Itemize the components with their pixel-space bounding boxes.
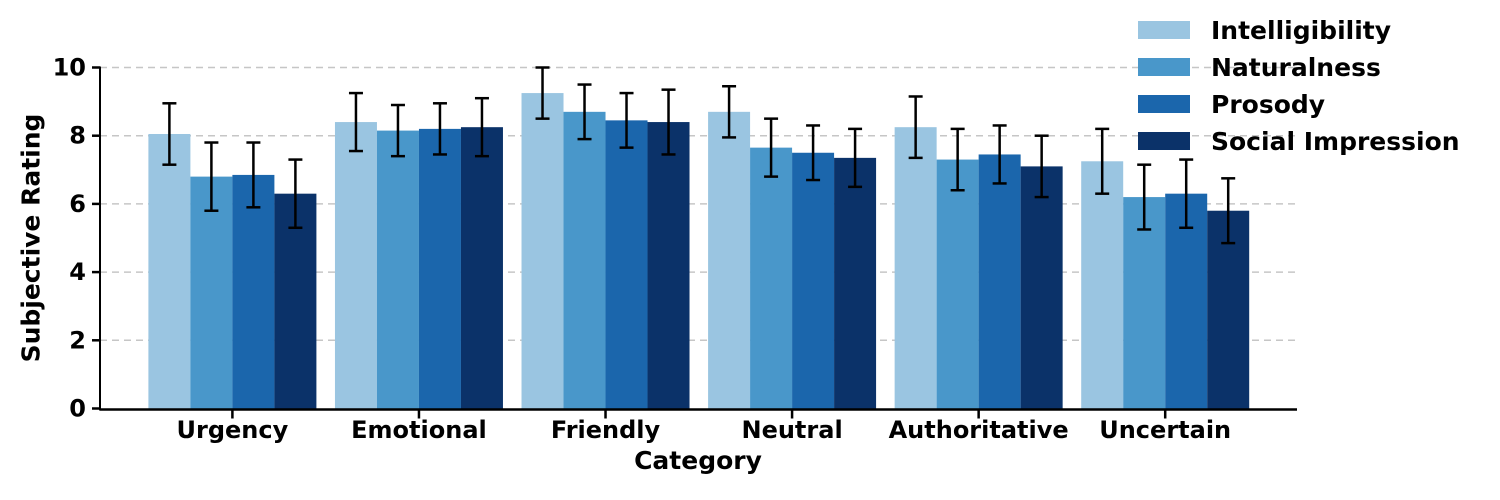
- y-tick-label-10: 10: [53, 54, 86, 82]
- legend-swatch-social-impression: [1138, 132, 1190, 150]
- bar-prosody-uncertain: [1165, 193, 1208, 409]
- x-tick-label-urgency: Urgency: [177, 416, 289, 444]
- legend-swatch-naturalness: [1138, 58, 1190, 76]
- x-axis-title: Category: [634, 446, 762, 475]
- legend-item-intelligibility: Intelligibility: [1138, 15, 1460, 45]
- bar-prosody-urgency: [232, 174, 275, 409]
- x-tick-label-authoritative: Authoritative: [889, 416, 1069, 444]
- bar-social-impression-authoritative: [1020, 166, 1063, 409]
- bar-social-impression-friendly: [647, 122, 690, 409]
- legend-label-intelligibility: Intelligibility: [1211, 15, 1392, 45]
- x-tick-label-emotional: Emotional: [351, 416, 487, 444]
- legend-item-naturalness: Naturalness: [1138, 52, 1460, 82]
- bar-social-impression-urgency: [274, 193, 317, 409]
- y-tick-label-2: 2: [69, 326, 86, 354]
- x-tick-label-neutral: Neutral: [741, 416, 842, 444]
- bar-prosody-neutral: [792, 152, 835, 409]
- bar-naturalness-authoritative: [936, 159, 979, 409]
- y-tick-label-4: 4: [69, 258, 86, 286]
- legend: Intelligibility Naturalness Prosody Social …: [1138, 15, 1460, 156]
- bar-intelligibility-friendly: [521, 93, 564, 409]
- x-tick-label-friendly: Friendly: [551, 416, 661, 444]
- y-tick-label-6: 6: [69, 190, 86, 218]
- x-tick-label-uncertain: Uncertain: [1099, 416, 1231, 444]
- bar-prosody-friendly: [605, 120, 648, 409]
- bar-naturalness-neutral: [750, 147, 793, 409]
- legend-item-social-impression: Social Impression: [1138, 126, 1460, 156]
- bar-naturalness-uncertain: [1123, 197, 1166, 409]
- bar-naturalness-emotional: [376, 130, 419, 409]
- bar-naturalness-urgency: [190, 176, 233, 409]
- bar-social-impression-neutral: [834, 157, 877, 409]
- bar-intelligibility-authoritative: [894, 127, 937, 409]
- legend-label-prosody: Prosody: [1211, 89, 1326, 119]
- bar-intelligibility-uncertain: [1081, 161, 1124, 409]
- bar-intelligibility-emotional: [334, 122, 377, 409]
- legend-label-social-impression: Social Impression: [1211, 126, 1460, 156]
- y-axis-title: Subjective Rating: [16, 113, 46, 363]
- bar-prosody-emotional: [418, 128, 461, 409]
- bar-social-impression-emotional: [460, 127, 503, 409]
- legend-item-prosody: Prosody: [1138, 89, 1460, 119]
- bar-prosody-authoritative: [978, 154, 1021, 409]
- bar-intelligibility-neutral: [708, 111, 751, 409]
- y-tick-label-8: 8: [69, 122, 86, 150]
- bar-intelligibility-urgency: [148, 133, 191, 409]
- legend-swatch-prosody: [1138, 95, 1190, 113]
- legend-label-naturalness: Naturalness: [1211, 52, 1381, 82]
- bar-naturalness-friendly: [563, 111, 606, 409]
- y-tick-label-0: 0: [69, 395, 86, 423]
- legend-swatch-intelligibility: [1138, 21, 1190, 39]
